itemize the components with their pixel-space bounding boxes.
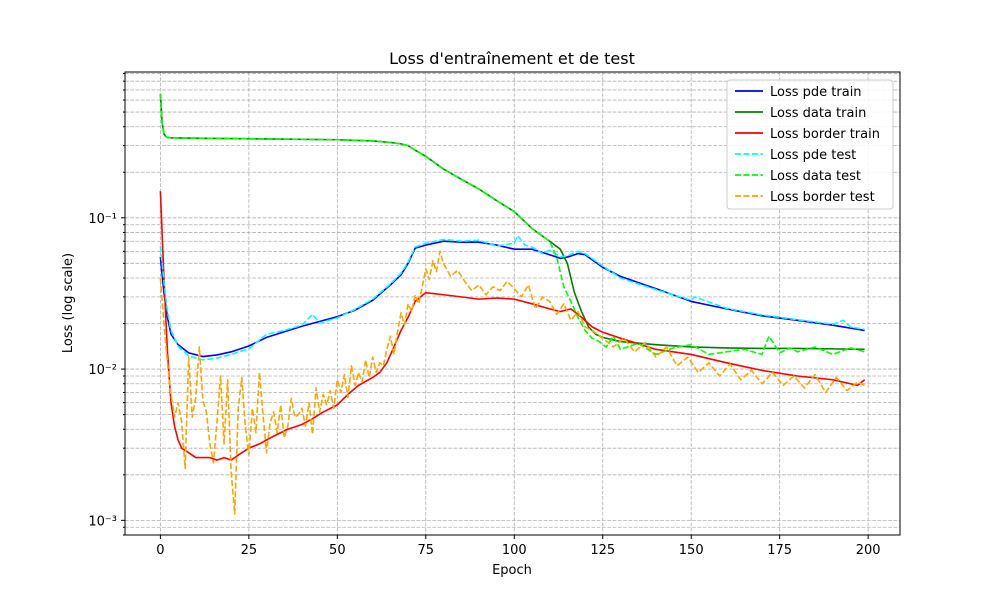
x-axis-label: Epoch [492,563,532,578]
legend-label: Loss border test [770,190,875,205]
plot-frame [124,71,901,536]
x-tick-label: 50 [329,543,346,558]
y-tick-label: 10⁻¹ [88,212,117,227]
legend-label: Loss border train [770,127,880,142]
legend: Loss pde train Loss data train Loss border… [726,79,894,210]
x-tick-label: 100 [502,543,527,558]
series-line-0 [159,240,865,358]
y-tick-label: 10⁻³ [88,514,117,529]
y-tick-label: 10⁻² [88,363,117,378]
legend-label: Loss pde test [770,148,856,163]
x-tick-label: 200 [856,543,881,558]
series-line-4 [159,93,865,356]
legend-label: Loss data train [770,106,866,121]
x-tick-label: 150 [679,543,704,558]
x-tick-label: 0 [156,543,164,558]
x-tick-label: 175 [767,543,792,558]
y-axis-label: Loss (log scale) [61,253,76,353]
series-line-5 [159,250,865,515]
x-tick-label: 125 [590,543,615,558]
legend-label: Loss pde train [770,85,862,100]
x-tick-label: 25 [241,543,258,558]
legend-label: Loss data test [770,169,861,184]
series-line-2 [159,191,866,461]
x-tick-label: 75 [418,543,435,558]
grid [125,72,900,536]
series-layer [159,93,866,515]
series-line-3 [159,235,865,361]
chart-title: Loss d'entraînement et de test [389,49,635,68]
axis-ticks: 0 25 50 75 100 125 150 175 200 10⁻³ 10⁻² 10⁻¹ [88,72,881,558]
legend-box [726,79,894,210]
